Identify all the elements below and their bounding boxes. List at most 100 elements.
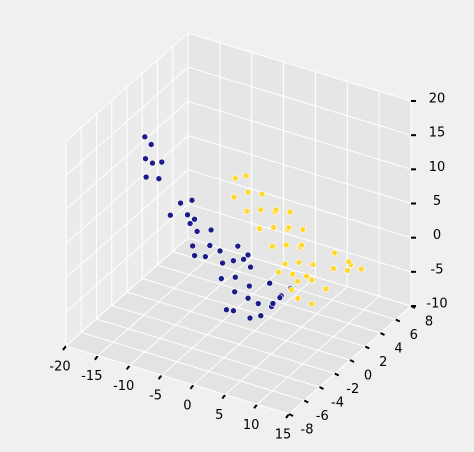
x-tick-label: 15 <box>275 428 292 443</box>
grid-line <box>187 203 412 273</box>
point <box>270 224 277 231</box>
point <box>257 312 265 320</box>
point <box>149 159 156 167</box>
point <box>234 242 242 250</box>
point <box>142 155 149 162</box>
point <box>276 294 284 301</box>
point <box>206 242 214 249</box>
point <box>298 241 305 249</box>
point <box>207 226 215 234</box>
point <box>286 208 294 216</box>
point <box>308 300 316 308</box>
z-tick-label: -10 <box>426 297 447 312</box>
point <box>191 215 198 223</box>
tick-mark <box>303 399 309 404</box>
tick-mark <box>319 386 324 390</box>
point <box>232 273 239 281</box>
grid-line <box>187 32 412 102</box>
x-tick-label: -5 <box>149 389 162 404</box>
point <box>202 253 209 260</box>
point <box>244 294 252 302</box>
y-tick-label: -8 <box>301 423 314 438</box>
point <box>294 295 302 302</box>
y-tick-label: 4 <box>394 342 402 357</box>
x-tick-label: -20 <box>49 360 70 375</box>
grid-line <box>172 251 396 320</box>
point <box>177 199 184 207</box>
grid-line <box>65 345 290 415</box>
grid-line <box>65 100 189 210</box>
point <box>322 285 330 293</box>
tick-mark <box>334 372 340 377</box>
point <box>243 207 251 215</box>
point <box>232 174 239 182</box>
y-tick-label: 0 <box>364 369 372 384</box>
tick-mark <box>125 364 131 371</box>
tick-mark <box>380 332 385 336</box>
grid-line <box>65 237 189 347</box>
tick-mark <box>253 403 258 409</box>
point <box>358 265 365 273</box>
grid-line <box>65 203 189 313</box>
grid-line <box>126 291 351 361</box>
grid-line <box>187 100 412 170</box>
point <box>308 276 316 284</box>
point <box>275 268 282 276</box>
x-tick-label: 5 <box>215 408 223 423</box>
z-tick-label: 20 <box>429 92 446 107</box>
grid-line <box>65 135 189 244</box>
point <box>256 225 263 233</box>
grid-line <box>142 278 366 347</box>
z-tick-label: 10 <box>429 160 446 175</box>
y-tick-label: -2 <box>346 382 359 397</box>
point <box>331 249 338 257</box>
tick-mark <box>395 318 401 323</box>
point <box>254 300 262 307</box>
x-tick-label: -15 <box>81 369 102 384</box>
point <box>242 172 250 180</box>
grid-line <box>96 318 320 388</box>
grid-line <box>111 305 335 374</box>
tick-mark <box>157 374 163 380</box>
point <box>282 241 290 249</box>
point <box>246 282 253 290</box>
point <box>142 173 150 181</box>
point <box>186 220 194 227</box>
point <box>188 196 196 204</box>
point <box>189 242 196 250</box>
point <box>268 242 276 250</box>
point <box>155 175 163 183</box>
point <box>230 193 238 201</box>
point <box>288 286 295 294</box>
y-tick-label: -6 <box>316 409 329 424</box>
point <box>167 211 174 219</box>
point <box>223 306 230 314</box>
point <box>184 211 191 219</box>
y-tick-label: -4 <box>331 396 344 411</box>
grid-line <box>65 66 189 176</box>
grid-line <box>157 264 381 334</box>
x-tick-label: 10 <box>243 418 260 433</box>
point <box>191 252 198 259</box>
grid-line <box>187 237 412 307</box>
point <box>272 206 280 214</box>
z-tick-label: 5 <box>433 194 441 209</box>
point <box>258 190 266 198</box>
point <box>147 141 155 148</box>
point <box>345 258 352 266</box>
point <box>240 255 247 263</box>
point <box>257 206 265 214</box>
point <box>247 263 254 271</box>
y-tick-label: 6 <box>410 328 418 343</box>
grid-line <box>187 135 412 204</box>
point <box>158 158 166 166</box>
z-tick-label: 0 <box>433 228 441 243</box>
grid-line <box>187 169 412 239</box>
grid-line <box>65 32 189 142</box>
point <box>193 228 201 235</box>
grid-line <box>81 332 305 401</box>
tick-mark <box>364 345 370 350</box>
point <box>246 314 254 322</box>
point <box>299 226 307 233</box>
